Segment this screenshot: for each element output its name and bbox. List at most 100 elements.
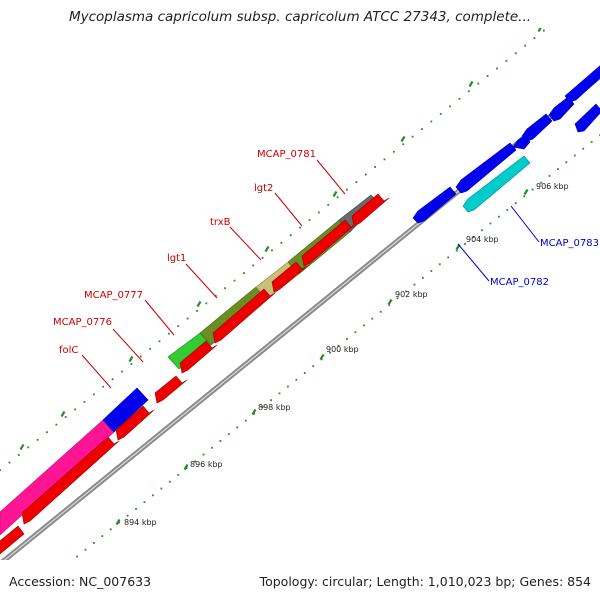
- gene-red-b[interactable]: [21, 436, 120, 525]
- tick-dot: [224, 287, 226, 290]
- gene-red-e[interactable]: [179, 340, 218, 374]
- tick-dot: [118, 521, 121, 524]
- gene-red-g[interactable]: [271, 261, 308, 293]
- tick-dot: [46, 431, 48, 434]
- gene-cyan[interactable]: [462, 155, 531, 213]
- gene-blue-6[interactable]: [574, 103, 600, 133]
- tick-dot: [379, 310, 382, 313]
- tick-dot: [233, 279, 236, 282]
- major-tick: [183, 463, 189, 471]
- tick-dot: [477, 82, 480, 85]
- tick-label: 904 kbp: [466, 235, 499, 244]
- tick-dot: [464, 242, 466, 245]
- tick-dot: [506, 208, 509, 211]
- major-tick: [251, 408, 257, 416]
- gene-red-f[interactable]: [212, 288, 276, 344]
- tick-marks: [19, 28, 542, 526]
- tick-dot: [308, 219, 311, 221]
- gene-label[interactable]: lgt1: [167, 253, 186, 264]
- tick-dot: [346, 338, 348, 340]
- tick-label: 898 kbp: [258, 403, 291, 412]
- tick-dot: [121, 370, 123, 373]
- tick-dot: [271, 249, 273, 252]
- tick-dot: [36, 438, 39, 441]
- tick-dot: [413, 283, 416, 286]
- tick-dot: [496, 67, 498, 70]
- tick-dot: [64, 416, 67, 418]
- tick-dot: [102, 385, 105, 388]
- tick-dot: [505, 59, 508, 62]
- tick-dot: [177, 474, 180, 476]
- tick-dot: [92, 542, 95, 544]
- gene-label[interactable]: MCAP_0781: [257, 149, 316, 160]
- tick-dot: [211, 446, 213, 449]
- gene-label[interactable]: MCAP_0782: [490, 277, 549, 288]
- gene-red-a[interactable]: [0, 525, 25, 555]
- gene-blue-2[interactable]: [455, 142, 517, 194]
- tick-dot: [447, 256, 450, 259]
- tick-dot: [143, 501, 146, 504]
- accession-text: Accession: NC_007633: [9, 574, 152, 589]
- tick-dot: [489, 222, 492, 225]
- tick-dot: [336, 196, 339, 199]
- tick-dot: [242, 272, 245, 274]
- tick-dot: [524, 44, 526, 47]
- major-tick: [332, 190, 338, 198]
- tick-dot: [236, 426, 239, 429]
- gene-red-i[interactable]: [351, 193, 390, 227]
- tick-dot: [514, 202, 517, 204]
- tick-dot: [160, 487, 163, 490]
- tick-dot: [374, 166, 376, 168]
- gene-red-h[interactable]: [301, 219, 357, 267]
- tick-dot: [270, 399, 272, 402]
- tick-dot: [295, 378, 298, 381]
- tick-dot: [362, 324, 365, 327]
- tick-dot: [312, 365, 315, 368]
- tick-dot: [27, 446, 30, 449]
- gene-label[interactable]: lgt2: [254, 183, 273, 194]
- major-tick: [319, 353, 325, 361]
- tick-dot: [531, 188, 534, 191]
- tick-dot: [486, 75, 489, 77]
- tick-dot: [430, 270, 433, 272]
- tick-label: 906 kbp: [536, 182, 569, 191]
- gene-label[interactable]: trxB: [210, 217, 231, 228]
- tick-dot: [514, 52, 517, 55]
- tick-dot: [126, 514, 129, 517]
- tick-dot: [109, 528, 112, 531]
- tick-dot: [580, 0, 582, 1]
- tick-dot: [177, 325, 180, 328]
- tick-dot: [402, 143, 405, 146]
- gene-blue-1[interactable]: [412, 186, 457, 224]
- tick-dot: [562, 15, 564, 17]
- tick-dot: [481, 229, 483, 232]
- gene-blue-4[interactable]: [521, 113, 553, 142]
- tick-dot: [364, 173, 367, 176]
- tick-dot: [346, 188, 348, 191]
- tick-dot: [84, 548, 87, 551]
- tick-dot: [405, 290, 407, 293]
- tick-dot: [205, 302, 208, 305]
- tick-dot: [185, 467, 188, 470]
- tick-dot: [261, 406, 264, 408]
- tick-dot: [533, 37, 536, 40]
- gene-red-c[interactable]: [115, 405, 155, 441]
- tick-label: 900 kbp: [326, 345, 359, 354]
- tick-dot: [573, 154, 576, 157]
- tick-dot: [329, 351, 331, 354]
- gene-label[interactable]: MCAP_0783: [540, 238, 599, 249]
- tick-dot: [396, 297, 399, 300]
- tick-dot: [327, 203, 330, 206]
- gene-blue-7[interactable]: [564, 64, 600, 103]
- tick-dot: [540, 181, 542, 184]
- major-tick: [537, 28, 542, 33]
- major-tick: [387, 298, 393, 306]
- gene-blue-5[interactable]: [548, 96, 575, 122]
- gene-red-d[interactable]: [154, 375, 188, 404]
- gene-label[interactable]: MCAP_0776: [53, 317, 112, 328]
- gene-blue-fwd[interactable]: [102, 387, 149, 433]
- gene-label[interactable]: MCAP_0777: [84, 290, 143, 301]
- tick-dot: [280, 241, 283, 244]
- tick-dot: [388, 304, 391, 306]
- gene-label[interactable]: folC: [59, 345, 78, 356]
